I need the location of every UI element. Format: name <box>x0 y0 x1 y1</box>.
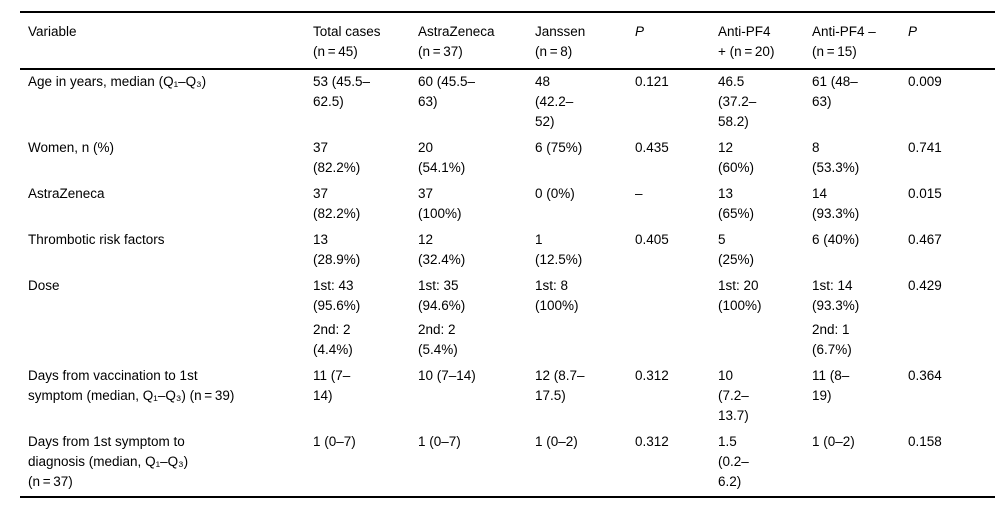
table-cell: 1st: 8 (100%) <box>535 274 635 364</box>
table-cell: 1st: 20 (100%) <box>718 274 812 364</box>
table-cell: 37 (82.2%) <box>313 186 361 221</box>
header-row: Variable Total cases (n = 45) AstraZeneca … <box>20 12 995 69</box>
table-cell: 11 (8– 19) <box>812 368 850 403</box>
table-cell: 13 (65%) <box>718 186 755 221</box>
table-cell: 14 (93.3%) <box>812 186 860 221</box>
column-header-total-cases: Total cases (n = 45) <box>313 24 381 59</box>
table-cell: 1st: 14 (93.3%) 2nd: 1 (6.7%) <box>812 274 908 364</box>
column-header-p-vaccine: P <box>635 24 645 39</box>
cell-paragraph: 1st: 20 (100%) <box>718 278 762 313</box>
table-row-days-vaccination-to-symptom: Days from vaccination to 1st symptom (me… <box>20 364 995 430</box>
table-cell: 0.467 <box>908 232 942 247</box>
table-body: Age in years, median (Q₁–Q₃) 53 (45.5– 62… <box>20 69 995 497</box>
table-cell: – <box>635 186 643 201</box>
table-cell: 0.312 <box>635 434 669 449</box>
table-row-thrombotic-risk-factors: Thrombotic risk factors 13 (28.9%) 12 (32.… <box>20 228 995 274</box>
cell-paragraph: 2nd: 1 (6.7%) <box>812 322 852 357</box>
column-header-astrazeneca: AstraZeneca (n = 37) <box>418 24 495 59</box>
table-cell: 0.405 <box>635 232 669 247</box>
row-label: Dose <box>28 278 60 293</box>
table-cell: 1st: 43 (95.6%) 2nd: 2 (4.4%) <box>313 274 418 364</box>
table-row-dose: Dose 1st: 43 (95.6%) 2nd: 2 (4.4%) 1st: 35 … <box>20 274 995 364</box>
table-cell: 0.312 <box>635 368 669 383</box>
baseline-characteristics-table: Variable Total cases (n = 45) AstraZeneca … <box>20 11 995 498</box>
table-cell: 0.015 <box>908 186 942 201</box>
table-cell: 0.435 <box>635 140 669 155</box>
table-cell: 20 (54.1%) <box>418 140 466 175</box>
table-cell: 6 (75%) <box>535 140 583 155</box>
table-cell <box>635 274 718 364</box>
table-cell: 10 (7–14) <box>418 368 476 383</box>
cell-paragraph: 1st: 35 (94.6%) <box>418 278 466 313</box>
table-cell: 5 (25%) <box>718 232 755 267</box>
table-cell: 11 (7– 14) <box>313 368 351 403</box>
table-cell: 0.429 <box>908 278 942 293</box>
paper-table-container: Variable Total cases (n = 45) AstraZeneca … <box>20 11 995 498</box>
table-cell: 0.158 <box>908 434 942 449</box>
table-cell: 37 (82.2%) <box>313 140 361 175</box>
column-header-anti-pf4-pos: Anti-PF4 + (n = 20) <box>718 24 775 59</box>
cell-paragraph: 2nd: 2 (4.4%) <box>313 322 353 357</box>
column-header-variable: Variable <box>28 24 77 39</box>
row-label: Days from vaccination to 1st symptom (me… <box>28 368 235 403</box>
table-cell: 1 (12.5%) <box>535 232 583 267</box>
table-header: Variable Total cases (n = 45) AstraZeneca … <box>20 12 995 69</box>
row-label: Women, n (%) <box>28 140 115 155</box>
row-label: Thrombotic risk factors <box>28 232 165 247</box>
table-cell: 53 (45.5– 62.5) <box>313 74 371 109</box>
table-cell: 8 (53.3%) <box>812 140 860 175</box>
cell-paragraph: 1st: 14 (93.3%) <box>812 278 860 313</box>
table-row-age: Age in years, median (Q₁–Q₃) 53 (45.5– 62… <box>20 69 995 136</box>
table-cell: 46.5 (37.2– 58.2) <box>718 74 757 129</box>
cell-paragraph: 1st: 43 (95.6%) <box>313 278 361 313</box>
table-cell: 60 (45.5– 63) <box>418 74 476 109</box>
row-label: Days from 1st symptom to diagnosis (medi… <box>28 434 189 489</box>
table-row-women: Women, n (%) 37 (82.2%) 20 (54.1%) 6 (75%) 0… <box>20 136 995 182</box>
table-cell: 48 (42.2– 52) <box>535 74 574 129</box>
table-cell: 0.009 <box>908 74 942 89</box>
table-cell: 0.121 <box>635 74 669 89</box>
table-cell: 1 (0–2) <box>535 434 578 449</box>
table-row-astrazeneca: AstraZeneca 37 (82.2%) 37 (100%) 0 (0%) – 13 … <box>20 182 995 228</box>
table-cell: 10 (7.2– 13.7) <box>718 368 749 423</box>
table-cell: 1 (0–7) <box>313 434 356 449</box>
table-cell: 1.5 (0.2– 6.2) <box>718 434 749 489</box>
column-header-anti-pf4-neg: Anti-PF4 – (n = 15) <box>812 24 876 59</box>
table-cell: 6 (40%) <box>812 232 860 247</box>
table-cell: 12 (8.7– 17.5) <box>535 368 585 403</box>
column-header-p-antibody: P <box>908 24 918 39</box>
cell-paragraph: 1st: 8 (100%) <box>535 278 579 313</box>
table-cell: 0 (0%) <box>535 186 575 201</box>
row-label: Age in years, median (Q₁–Q₃) <box>28 74 207 89</box>
table-cell: 12 (32.4%) <box>418 232 466 267</box>
table-cell: 61 (48– 63) <box>812 74 858 109</box>
row-label: AstraZeneca <box>28 186 105 201</box>
table-cell: 1st: 35 (94.6%) 2nd: 2 (5.4%) <box>418 274 535 364</box>
table-cell: 12 (60%) <box>718 140 755 175</box>
column-header-janssen: Janssen (n = 8) <box>535 24 586 59</box>
table-cell: 0.364 <box>908 368 942 383</box>
table-cell: 0.741 <box>908 140 942 155</box>
table-cell: 13 (28.9%) <box>313 232 361 267</box>
table-cell: 1 (0–7) <box>418 434 461 449</box>
table-row-days-symptom-to-diagnosis: Days from 1st symptom to diagnosis (medi… <box>20 430 995 497</box>
table-cell: 1 (0–2) <box>812 434 855 449</box>
cell-paragraph: 2nd: 2 (5.4%) <box>418 322 458 357</box>
table-cell: 37 (100%) <box>418 186 462 221</box>
